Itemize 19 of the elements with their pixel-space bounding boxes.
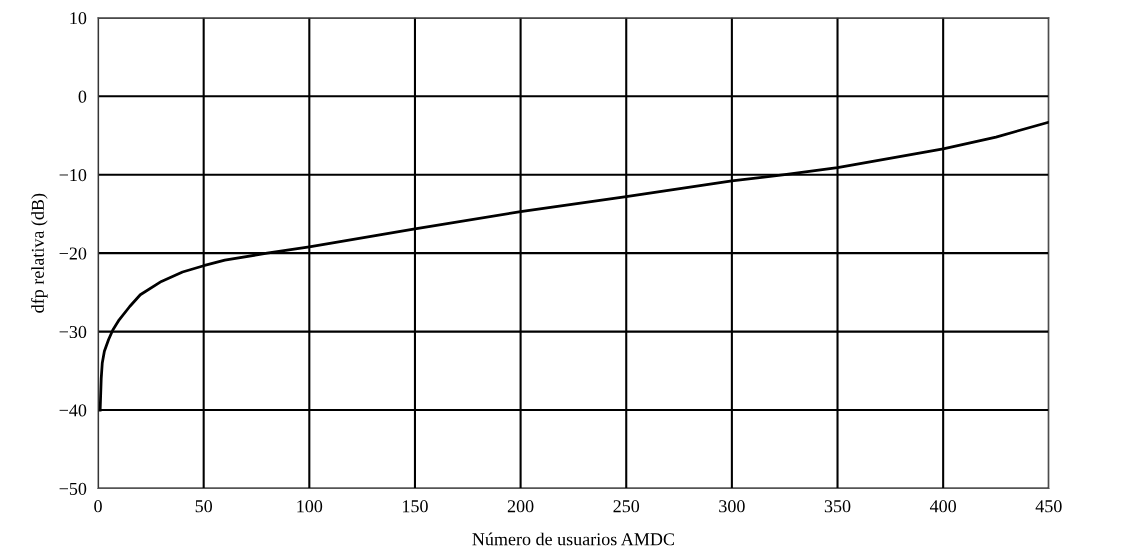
x-tick-label: 150: [403, 500, 428, 513]
x-tick-label: 0: [94, 500, 102, 513]
y-tick-label: −50: [59, 482, 87, 495]
y-tick-label: −30: [59, 325, 87, 339]
y-tick-label: −20: [59, 247, 87, 260]
y-tick-label: −40: [59, 404, 87, 417]
x-tick-label: 200: [507, 500, 534, 513]
x-axis-title: Número de usuarios AMDC: [472, 532, 674, 546]
x-tick-label: 350: [824, 500, 851, 513]
x-tick-label: 250: [613, 500, 640, 513]
x-tick-label: 100: [297, 500, 323, 513]
x-tick-label: 50: [195, 500, 213, 513]
y-tick-label: 10: [70, 12, 87, 25]
x-tick-label: 300: [719, 500, 745, 513]
y-tick-label: −10: [59, 168, 87, 182]
y-tick-label: 0: [78, 90, 87, 103]
x-tick-label: 400: [929, 500, 957, 513]
y-axis-title: dfp relativa (dB): [31, 193, 48, 313]
x-tick-label: 450: [1035, 500, 1062, 513]
